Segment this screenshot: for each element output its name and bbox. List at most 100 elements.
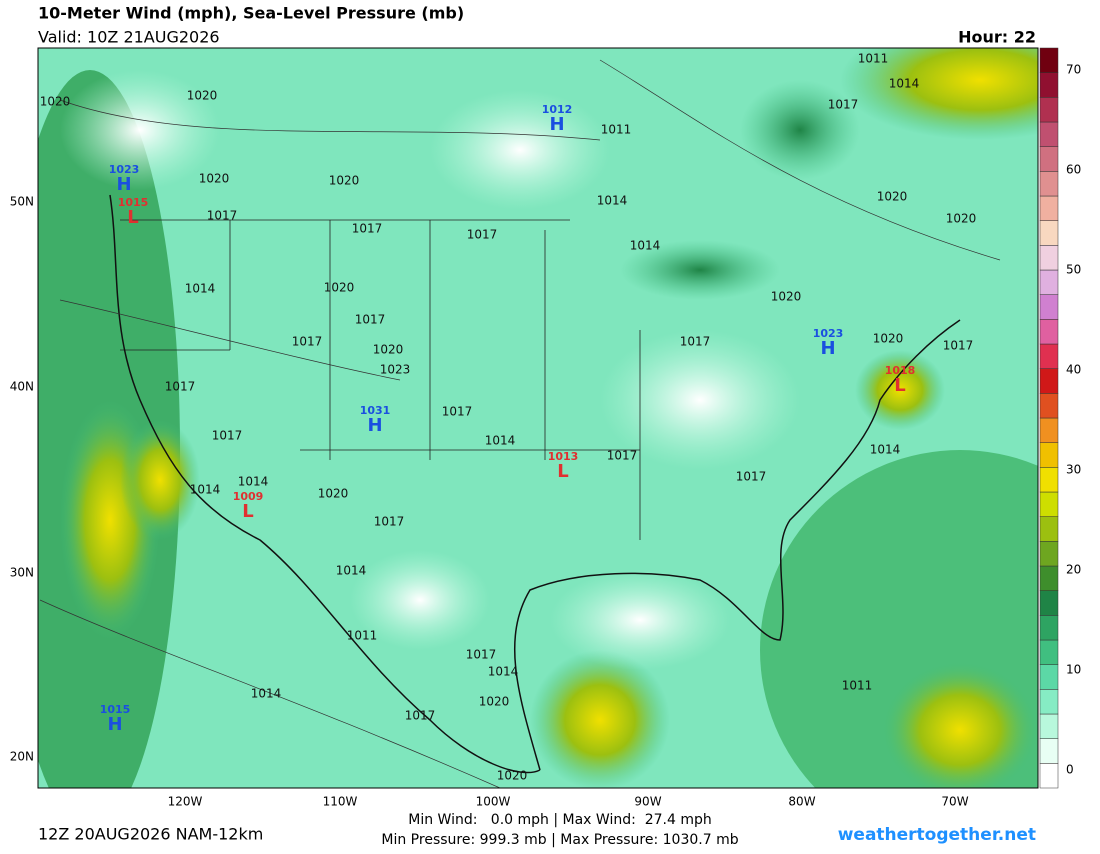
colorbar-swatch: [1039, 195, 1059, 221]
lat-label: 40N: [10, 380, 34, 394]
center-pressure: 1031: [360, 404, 391, 417]
isobar-label: 1017: [207, 209, 238, 223]
colorbar-swatch: [1039, 47, 1059, 73]
isobar-label: 1020: [373, 343, 404, 357]
isobar-label: 1011: [842, 679, 873, 693]
isobar-label: 1014: [336, 564, 367, 578]
isobar-label: 1014: [488, 665, 519, 679]
isobar-label: 1017: [352, 222, 383, 236]
colorbar-swatch: [1039, 343, 1059, 369]
lat-label: 50N: [10, 195, 34, 209]
isobar-label: 1011: [858, 52, 889, 66]
isobar-label: 1020: [199, 172, 230, 186]
center-symbol: H: [367, 415, 382, 436]
colorbar-swatch: [1039, 467, 1059, 493]
lon-label: 80W: [788, 795, 815, 809]
center-symbol: H: [107, 714, 122, 735]
colorbar-tick-label: 60: [1066, 163, 1081, 177]
map-field: [38, 48, 1038, 788]
center-symbol: L: [894, 375, 905, 396]
colorbar-swatch: [1039, 393, 1059, 419]
lon-label: 120W: [168, 795, 203, 809]
colorbar-tick-label: 20: [1066, 563, 1081, 577]
lon-label: 90W: [634, 795, 661, 809]
center-pressure: 1012: [542, 103, 573, 116]
isobar-label: 1020: [877, 190, 908, 204]
lon-label: 110W: [323, 795, 358, 809]
isobar-label: 1017: [680, 335, 711, 349]
center-symbol: H: [549, 114, 564, 135]
colorbar-swatch: [1039, 121, 1059, 147]
colorbar-swatch: [1039, 368, 1059, 394]
lat-label: 20N: [10, 750, 34, 764]
center-symbol: L: [557, 461, 568, 482]
isobar-label: 1020: [318, 487, 349, 501]
colorbar-swatch: [1039, 738, 1059, 764]
isobar-label: 1014: [238, 475, 269, 489]
isobar-label: 1020: [329, 174, 360, 188]
forecast-hour: Hour: 22: [958, 28, 1036, 47]
isobar-label: 1014: [630, 239, 661, 253]
lon-label: 100W: [476, 795, 511, 809]
isobar-label: 1014: [870, 443, 901, 457]
isobar-label: 1014: [485, 434, 516, 448]
isobar-label: 1014: [597, 194, 628, 208]
colorbar-tick-label: 30: [1066, 463, 1081, 477]
isobar-label: 1017: [607, 449, 638, 463]
colorbar-swatch: [1039, 639, 1059, 665]
center-pressure: 1023: [813, 327, 844, 340]
center-symbol: L: [242, 501, 253, 522]
isobar-label: 1017: [442, 405, 473, 419]
center-pressure: 1018: [885, 364, 916, 377]
isobar-label: 1020: [771, 290, 802, 304]
lat-label: 30N: [10, 566, 34, 580]
isobar-label: 1020: [479, 695, 510, 709]
center-symbol: L: [127, 207, 138, 228]
colorbar-swatch: [1039, 689, 1059, 715]
wind-range: Min Wind: 0.0 mph | Max Wind: 27.4 mph: [408, 812, 712, 828]
lon-label: 70W: [941, 795, 968, 809]
colorbar-swatch: [1039, 763, 1059, 789]
site-credit: weathertogether.net: [838, 825, 1036, 845]
colorbar-swatch: [1039, 541, 1059, 567]
map-frame: [37, 47, 1039, 789]
title: 10-Meter Wind (mph), Sea-Level Pressure …: [38, 4, 464, 23]
center-symbol: H: [116, 174, 131, 195]
valid-time: Valid: 10Z 21AUG2026: [38, 28, 220, 47]
colorbar-swatch: [1039, 97, 1059, 123]
colorbar-swatch: [1039, 442, 1059, 468]
isobar-label: 1020: [946, 212, 977, 226]
colorbar-swatch: [1039, 269, 1059, 295]
center-pressure: 1013: [548, 450, 579, 463]
colorbar-swatch: [1039, 294, 1059, 320]
colorbar-swatch: [1039, 516, 1059, 542]
colorbar-swatch: [1039, 491, 1059, 517]
isobar-label: 1017: [292, 335, 323, 349]
center-pressure: 1015: [118, 196, 149, 209]
isobar-label: 1017: [374, 515, 405, 529]
colorbar-tick-label: 50: [1066, 263, 1081, 277]
isobar-label: 1023: [380, 363, 411, 377]
isobar-label: 1011: [601, 123, 632, 137]
isobar-label: 1017: [405, 709, 436, 723]
colorbar-swatch: [1039, 72, 1059, 98]
isobar-label: 1020: [187, 89, 218, 103]
colorbar-swatch: [1039, 417, 1059, 443]
isobar-label: 1017: [943, 339, 974, 353]
isobar-label: 1017: [466, 648, 497, 662]
colorbar-swatch: [1039, 220, 1059, 246]
center-pressure: 1009: [233, 490, 264, 503]
colorbar-tick-label: 10: [1066, 663, 1081, 677]
model-run: 12Z 20AUG2026 NAM-12km: [38, 825, 263, 844]
colorbar-swatch: [1039, 565, 1059, 591]
isobar-label: 1020: [40, 95, 71, 109]
colorbar-tick-label: 0: [1066, 763, 1074, 777]
colorbar-swatch: [1039, 146, 1059, 172]
isobar-label: 1017: [212, 429, 243, 443]
center-pressure: 1015: [100, 703, 131, 716]
colorbar: 0 10 20 30 40 50 60 70: [1039, 47, 1081, 789]
colorbar-swatch: [1039, 615, 1059, 641]
isobar-label: 1020: [873, 332, 904, 346]
colorbar-swatch: [1039, 590, 1059, 616]
